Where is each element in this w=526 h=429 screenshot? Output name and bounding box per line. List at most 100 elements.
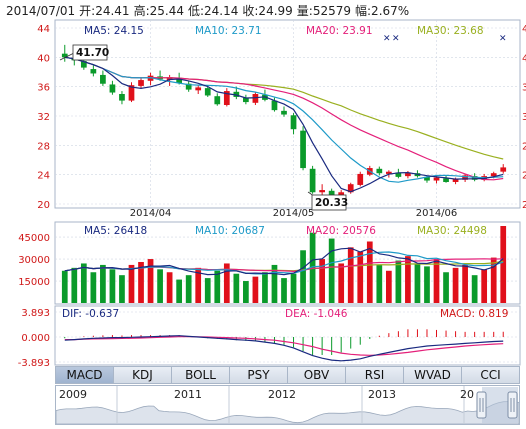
candle[interactable] (281, 110, 287, 115)
volume-bar[interactable] (500, 226, 507, 303)
volume-bar[interactable] (281, 278, 287, 303)
event-marker-icon[interactable]: ✕ (392, 34, 400, 44)
volume-bar[interactable] (443, 272, 449, 303)
candle[interactable] (290, 115, 297, 130)
volume-bar[interactable] (233, 273, 240, 303)
candle[interactable] (424, 176, 430, 181)
candle[interactable] (80, 61, 87, 68)
timeline-right-handle[interactable] (507, 391, 518, 419)
candle[interactable] (119, 94, 125, 101)
volume-bar[interactable] (366, 241, 373, 303)
volume-bar[interactable] (157, 269, 163, 303)
candle[interactable] (147, 75, 154, 81)
candle[interactable] (195, 87, 202, 91)
volume-bar[interactable] (481, 269, 488, 303)
volume-bar[interactable] (490, 257, 497, 303)
candle[interactable] (405, 173, 411, 177)
volume-bar[interactable] (338, 263, 345, 303)
candle[interactable] (61, 53, 68, 58)
candle[interactable] (490, 173, 497, 177)
candle[interactable] (233, 91, 240, 97)
candle[interactable] (357, 173, 364, 185)
candles[interactable] (61, 44, 507, 202)
volume-bar[interactable] (271, 264, 278, 303)
volume-bar[interactable] (195, 267, 202, 303)
timeline-left-handle[interactable] (476, 391, 487, 419)
volume-bar[interactable] (176, 279, 183, 303)
volume-bar[interactable] (166, 272, 173, 303)
tab-cci[interactable]: CCI (480, 368, 501, 382)
volume-bar[interactable] (462, 264, 468, 303)
volume-bar[interactable] (452, 267, 459, 303)
candle[interactable] (433, 177, 440, 181)
candle[interactable] (347, 184, 354, 193)
timeline-navigator[interactable]: 2009 2011 2012 2013 20 (55, 385, 520, 425)
volume-panel[interactable]: 45000 30000 15000 MA5: 26418 MA10: 20687 M… (18, 221, 521, 305)
candle[interactable] (500, 167, 507, 172)
volume-bar[interactable] (395, 260, 402, 303)
tab-kdj[interactable]: KDJ (114, 367, 172, 383)
candle[interactable] (185, 83, 192, 90)
tab-rsi[interactable]: RSI (346, 367, 404, 383)
volume-bar[interactable] (90, 272, 97, 303)
volume-bar[interactable] (204, 278, 211, 303)
candle[interactable] (300, 130, 306, 169)
volume-bar[interactable] (405, 256, 411, 303)
candle[interactable] (309, 168, 316, 193)
tab-psy[interactable]: PSY (230, 367, 288, 383)
tab-wvad[interactable]: WVAD (404, 367, 462, 383)
candle[interactable] (109, 84, 116, 93)
tab-macd[interactable]: MACD (56, 367, 114, 383)
event-marker-icon[interactable]: ✕ (383, 34, 391, 44)
volume-bar[interactable] (290, 273, 297, 303)
volume-bar[interactable] (138, 261, 144, 303)
volume-bar[interactable] (214, 270, 221, 303)
volume-bar[interactable] (119, 275, 125, 303)
volume-bar[interactable] (243, 281, 249, 303)
indicator-tabs[interactable]: MACD KDJ BOLL PSY OBV RSI WVAD CCI (55, 366, 520, 384)
candle[interactable] (223, 91, 230, 105)
volume-bar[interactable] (433, 259, 440, 303)
candle[interactable] (462, 175, 468, 180)
volume-bar[interactable] (319, 259, 325, 303)
volume-bar[interactable] (100, 264, 106, 303)
volume-bar[interactable] (252, 276, 259, 303)
tab-boll[interactable]: BOLL (172, 367, 230, 383)
candle[interactable] (138, 80, 144, 86)
candle[interactable] (204, 88, 211, 96)
volume-bar[interactable] (424, 266, 430, 303)
volume-bar[interactable] (147, 259, 154, 303)
candle[interactable] (319, 190, 325, 193)
candle[interactable] (166, 77, 173, 81)
volume-bar[interactable] (185, 275, 192, 303)
candle[interactable] (385, 171, 392, 174)
volume-bar[interactable] (80, 263, 87, 303)
volume-bar[interactable] (347, 247, 354, 303)
volume-bar[interactable] (385, 270, 392, 303)
candle[interactable] (395, 172, 402, 177)
volume-bar[interactable] (471, 275, 478, 303)
candle[interactable] (452, 179, 459, 182)
tab-obv[interactable]: OBV (288, 367, 346, 383)
volume-bar[interactable] (414, 263, 421, 303)
candle[interactable] (376, 168, 383, 174)
volume-bar[interactable] (328, 238, 335, 303)
candle[interactable] (100, 74, 106, 84)
volume-bar[interactable] (223, 263, 230, 303)
macd-panel[interactable]: 3.893 0.000 -3.893 DIF: -0.637 DEA: -1.046… (18, 305, 521, 366)
volume-bar[interactable] (128, 264, 135, 303)
candle[interactable] (176, 77, 183, 83)
volume-bar[interactable] (300, 250, 306, 303)
candle[interactable] (252, 94, 259, 103)
candle[interactable] (90, 69, 97, 74)
candle[interactable] (128, 85, 135, 101)
volume-bar[interactable] (109, 269, 116, 303)
volume-bar[interactable] (71, 267, 78, 303)
volume-bar[interactable] (376, 264, 383, 303)
candle[interactable] (214, 96, 221, 105)
candle[interactable] (243, 97, 249, 103)
volume-bar[interactable] (262, 272, 268, 303)
volume-bar[interactable] (357, 251, 364, 303)
